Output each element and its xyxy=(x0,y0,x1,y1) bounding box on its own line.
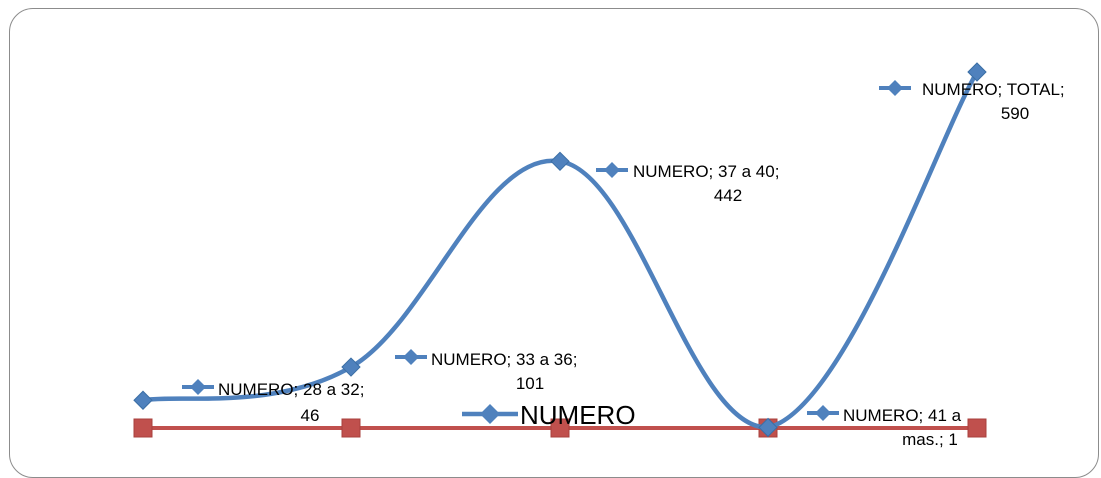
series-2-point xyxy=(133,418,153,438)
series-numero-point xyxy=(758,417,778,438)
data-label-line-1: NUMERO; 37 a 40; xyxy=(633,162,779,181)
data-label-key-marker xyxy=(815,405,831,421)
data-label-line-2: 46 xyxy=(301,406,320,425)
data-label-key-marker xyxy=(887,80,903,96)
series-2-group xyxy=(133,418,987,438)
series-numero-point xyxy=(133,390,153,410)
data-label-line-1: NUMERO; TOTAL; xyxy=(922,80,1065,99)
series-numero-point xyxy=(550,151,570,172)
legend: NUMERO xyxy=(462,400,636,430)
data-label-key-marker xyxy=(604,162,620,178)
data-label-line-2: 590 xyxy=(1001,104,1029,123)
data-label-line-1: NUMERO; 28 a 32; xyxy=(218,380,364,399)
series-2-point xyxy=(550,418,570,438)
series-2-point xyxy=(967,418,987,438)
series-numero-point xyxy=(967,62,987,82)
chart-svg: NUMERO; 28 a 32; 46 NUMERO; 33 a 36; 101 NUM… xyxy=(133,62,1065,449)
data-labels-group: NUMERO; 28 a 32; 46 NUMERO; 33 a 36; 101 NUM… xyxy=(182,80,1065,449)
series-2-point xyxy=(341,418,361,438)
legend-label-numero: NUMERO xyxy=(520,400,636,430)
series-numero-line xyxy=(140,69,980,430)
data-label-key-marker xyxy=(190,379,206,395)
data-label-line-1: NUMERO; 33 a 36; xyxy=(431,350,577,369)
data-label-line-2: 442 xyxy=(714,186,742,205)
series-numero-point xyxy=(341,357,361,377)
legend-marker-numero xyxy=(480,404,500,424)
data-label-key-marker xyxy=(403,349,419,365)
data-label-line-1: NUMERO; 41 a xyxy=(843,406,962,425)
series-numero-group xyxy=(133,62,987,438)
data-label-line-2: mas.; 1 xyxy=(902,430,958,449)
data-label-line-2: 101 xyxy=(516,374,544,393)
